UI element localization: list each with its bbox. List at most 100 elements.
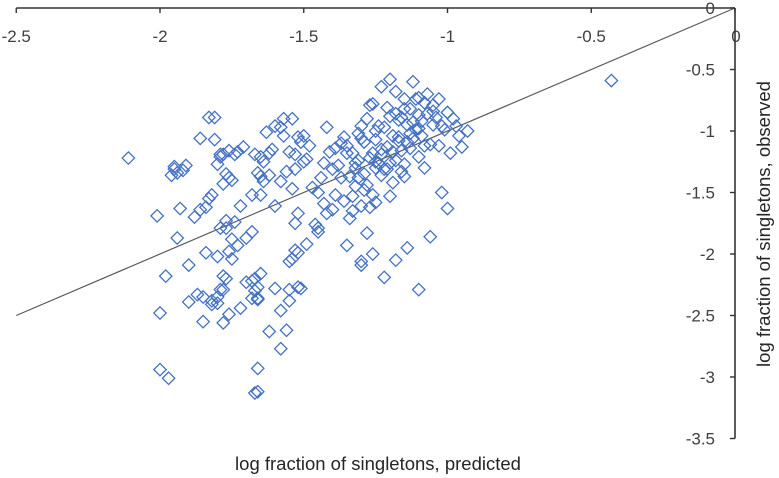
data-point <box>348 179 363 194</box>
plot-area <box>16 7 736 401</box>
data-point <box>348 155 363 171</box>
y-tick-label: -2.5 <box>686 307 715 326</box>
y-axis-title: log fraction of singletons, observed <box>753 81 774 367</box>
data-point <box>354 198 369 214</box>
data-point <box>434 185 449 200</box>
data-point <box>227 147 242 162</box>
data-point <box>374 142 389 157</box>
data-point <box>365 246 380 262</box>
data-point <box>451 128 467 144</box>
data-point <box>247 385 262 401</box>
data-point <box>288 216 303 231</box>
data-point <box>431 91 446 107</box>
data-point <box>357 166 372 182</box>
data-point <box>273 341 288 356</box>
data-point <box>213 149 228 164</box>
data-point <box>178 158 193 173</box>
data-point <box>213 282 228 297</box>
data-point <box>267 118 283 134</box>
data-point <box>193 202 208 217</box>
data-point <box>262 168 277 183</box>
data-point <box>267 281 283 296</box>
x-tick-label: -2.5 <box>2 27 31 46</box>
data-point <box>325 162 340 177</box>
data-point <box>290 130 306 145</box>
data-point <box>342 169 357 184</box>
data-point <box>236 139 251 155</box>
data-point <box>196 314 211 329</box>
data-point <box>167 159 182 174</box>
data-point <box>181 257 196 273</box>
data-point <box>253 187 268 203</box>
data-point <box>351 170 366 185</box>
data-point <box>187 209 202 225</box>
y-tick-label: 0 <box>706 0 715 18</box>
data-point <box>233 198 248 214</box>
data-point <box>411 282 426 297</box>
data-point <box>362 98 377 113</box>
data-point <box>426 98 441 113</box>
data-point <box>417 138 432 153</box>
data-point <box>368 195 383 210</box>
data-point <box>437 122 452 137</box>
data-point <box>316 155 331 171</box>
data-point <box>282 254 297 269</box>
data-point <box>250 292 265 307</box>
data-point <box>279 164 294 179</box>
x-tick-label: 0 <box>731 27 740 46</box>
data-point <box>374 79 389 94</box>
data-point <box>233 301 248 316</box>
data-point <box>288 147 303 162</box>
data-point <box>279 323 294 338</box>
data-point <box>293 281 308 296</box>
data-point <box>316 196 331 211</box>
y-tick-label: -2 <box>700 245 715 264</box>
data-point <box>198 200 214 215</box>
data-point <box>339 238 354 253</box>
data-point <box>411 149 426 164</box>
data-point <box>290 245 306 260</box>
data-point <box>334 136 349 151</box>
data-point <box>403 141 418 156</box>
data-point <box>152 362 168 377</box>
data-point <box>417 160 432 176</box>
y-tick-label: -1 <box>700 122 715 141</box>
data-point <box>253 266 268 281</box>
data-point <box>207 132 222 147</box>
data-point <box>431 138 446 153</box>
x-tick-label: -1 <box>440 27 455 46</box>
data-point <box>426 104 441 119</box>
data-point <box>440 105 455 120</box>
data-point <box>290 280 306 295</box>
data-point <box>244 187 260 203</box>
data-point <box>371 118 386 134</box>
data-point <box>210 249 225 264</box>
data-point <box>273 174 288 189</box>
data-point <box>443 146 458 161</box>
data-point <box>181 294 196 310</box>
data-point <box>311 185 326 200</box>
data-point <box>328 141 343 156</box>
data-point <box>420 86 435 102</box>
data-point <box>388 84 403 99</box>
data-point <box>359 111 375 126</box>
data-point <box>299 237 314 252</box>
data-point <box>216 269 231 284</box>
data-point <box>256 154 271 169</box>
data-point <box>290 206 306 221</box>
x-axis-title: log fraction of singletons, predicted <box>235 453 521 474</box>
data-point <box>224 232 239 247</box>
data-point <box>273 303 288 318</box>
data-point <box>423 137 438 152</box>
data-point <box>388 253 403 268</box>
data-point <box>362 200 377 215</box>
data-point <box>377 120 392 135</box>
data-point <box>219 271 234 286</box>
data-point <box>196 289 211 305</box>
data-point <box>158 269 173 284</box>
data-point <box>336 193 352 209</box>
data-point <box>282 282 297 297</box>
axes: -2.5 -2 -1.5 -1 -0.5 00 -0.5 -1 -1.5 -2 -2.5 -3 -3.5 <box>2 0 741 449</box>
data-point <box>403 101 418 116</box>
data-point <box>394 143 409 158</box>
